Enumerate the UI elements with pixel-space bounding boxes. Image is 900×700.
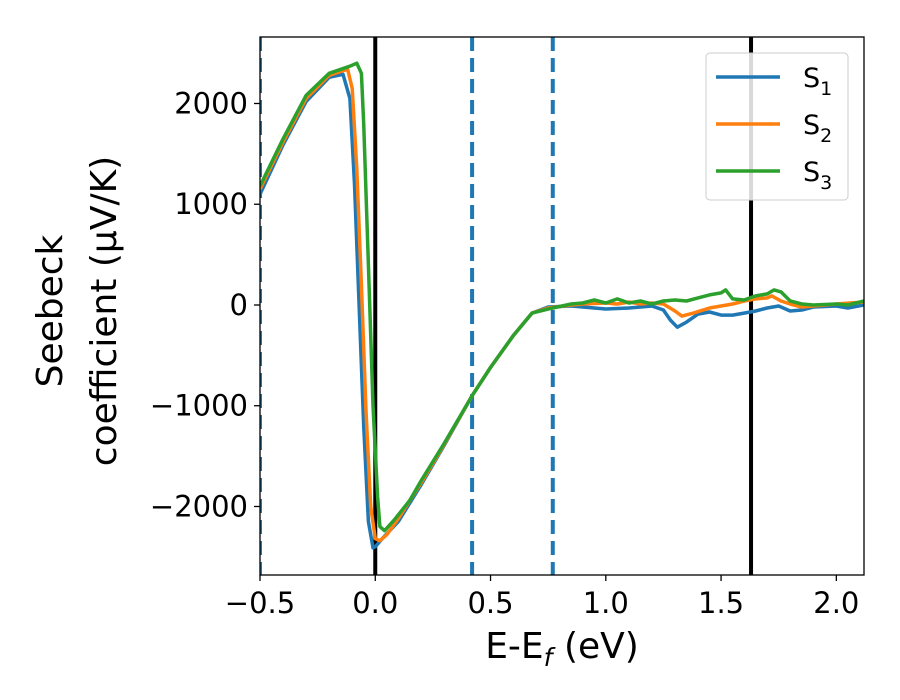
x-tick-label: 1.5 [698, 586, 744, 620]
y-tick-label: 2000 [174, 86, 248, 120]
legend-label-3: S3 [803, 157, 832, 194]
series-line-3 [260, 61, 864, 533]
y-tick-label: −1000 [150, 389, 248, 423]
legend: S1 S2 S3 [705, 52, 849, 201]
y-tick-label: 0 [230, 288, 248, 322]
y-axis-ticks: −2000 −1000 0 1000 2000 [150, 86, 260, 523]
x-axis-ticks: −0.5 0.0 0.5 1.0 1.5 2.0 [225, 575, 859, 620]
series-line-1 [260, 72, 864, 550]
y-tick-label: −2000 [150, 489, 248, 523]
legend-label-1: S1 [803, 63, 832, 100]
x-tick-label: 2.0 [813, 586, 859, 620]
series-lines [260, 61, 864, 550]
x-axis-label: E-Ef (eV) [485, 626, 639, 672]
y-axis-label-line2: coefficient (μV/K) [84, 156, 125, 466]
plot-frame [259, 36, 865, 576]
legend-label-2: S2 [803, 110, 832, 147]
x-tick-label: 1.0 [583, 586, 629, 620]
y-axis-label-line1: Seebeck [30, 234, 71, 387]
x-tick-label: 0.0 [352, 586, 398, 620]
x-tick-label: −0.5 [225, 586, 295, 620]
legend-box [705, 52, 849, 201]
x-tick-label: 0.5 [467, 586, 513, 620]
y-tick-label: 1000 [174, 187, 248, 221]
